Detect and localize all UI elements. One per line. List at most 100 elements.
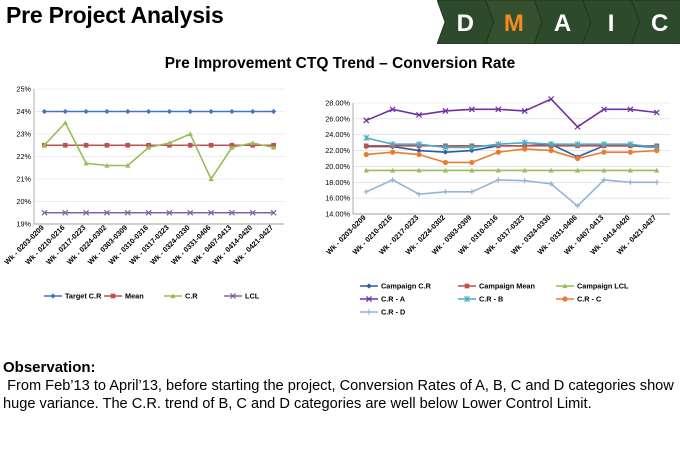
data-point [654,147,660,154]
data-point [495,106,502,113]
y-tick-label: 21% [16,175,31,184]
data-point [62,209,69,216]
legend-label: C.R - D [381,308,405,317]
data-point [495,149,501,155]
y-tick-label: 24.00% [325,130,350,139]
data-point [389,106,396,113]
data-point [390,177,396,183]
y-tick-label: 19% [16,220,31,229]
data-point [145,209,152,216]
data-point [208,176,214,182]
gridlines [353,102,670,215]
chevron-shape [533,0,592,44]
slide-title: Pre Project Analysis [6,2,224,28]
legend-marker [110,293,116,299]
legend-label: C.R - B [479,295,503,304]
legend-marker [562,296,568,302]
dmaic-letter: I [608,10,615,37]
legend-label: Target C.R [65,292,102,301]
legend-item-c-r: C.R [164,292,198,301]
dmaic-letter: A [554,10,571,37]
series-line [365,179,657,208]
legend-item-c-r-a: C.R - A [360,295,406,304]
data-point [468,106,475,113]
data-point [390,149,396,155]
legend-item-campaign-lcl: Campaign LCL [556,282,629,291]
data-point [208,142,214,148]
data-point [104,162,110,168]
dmaic-step-a: A [533,0,592,44]
data-point [83,209,90,216]
dmaic-step-i: I [582,0,640,44]
dmaic-step-m: M [485,0,543,44]
legend-marker [366,283,372,289]
legend-label: Mean [125,292,144,301]
data-point [363,117,370,124]
data-point [601,167,607,173]
data-point [187,131,193,137]
data-point [469,189,475,195]
data-point [495,167,501,173]
data-point [250,140,256,146]
y-tick-label: 16.00% [325,194,350,203]
dmaic-letter: M [504,10,524,37]
legend-marker [170,293,176,299]
data-point [187,108,193,115]
data-point [416,151,422,158]
data-point [574,123,581,130]
data-point [600,141,607,148]
data-point [229,144,235,150]
y-tick-label: 25% [16,85,31,94]
y-tick-label: 26.00% [325,114,350,123]
data-point [62,108,68,115]
chart-title: Pre Improvement CTQ Trend – Conversion R… [164,55,516,72]
data-point [442,107,449,114]
data-point [41,209,48,216]
data-point [469,159,475,166]
data-point [495,177,501,183]
legend-item-campaign-c-r: Campaign C.R [360,282,432,291]
data-point [390,167,396,173]
legend-marker [464,295,470,303]
data-point [187,142,193,148]
data-point [548,141,555,148]
data-point [363,167,369,173]
chevron-shape [437,0,495,44]
data-point [250,108,256,115]
y-tick-label: 14.00% [325,210,350,219]
data-point [363,143,369,149]
data-point [104,142,110,148]
data-point [187,209,194,216]
data-point [416,167,422,173]
data-point [363,134,370,141]
legend-item-mean: Mean [104,292,144,301]
legend-label: C.R - A [381,295,406,304]
series-c-r-d [363,177,660,209]
series-line [43,121,274,181]
data-point [62,120,68,125]
data-point [548,147,554,154]
dmaic-letter: D [457,10,474,37]
data-point [627,149,633,155]
legend-label: Campaign Mean [479,282,535,291]
data-point [469,167,475,173]
legend-label: LCL [245,292,260,301]
data-point [208,108,214,115]
legend-marker [365,295,373,303]
legend-item-c-r-c: C.R - C [556,295,602,304]
legend-item-c-r-d: C.R - D [360,308,405,317]
data-point [627,167,633,173]
chevron-shape [485,0,543,44]
observation-heading: Observation: [3,359,96,376]
data-point [83,108,89,115]
legend: Campaign C.R Campaign Mean Campaign LCL C.R… [360,282,629,317]
y-tick-label: 22.00% [325,146,350,155]
observation-text: From Feb’13 to April’13, before starting… [3,378,678,412]
data-point [521,139,528,146]
dmaic-step-c: C [630,0,680,44]
series-campaign-lcl [363,167,660,173]
data-point [442,159,449,166]
data-point [104,108,110,115]
y-tick-label: 20.00% [325,162,350,171]
